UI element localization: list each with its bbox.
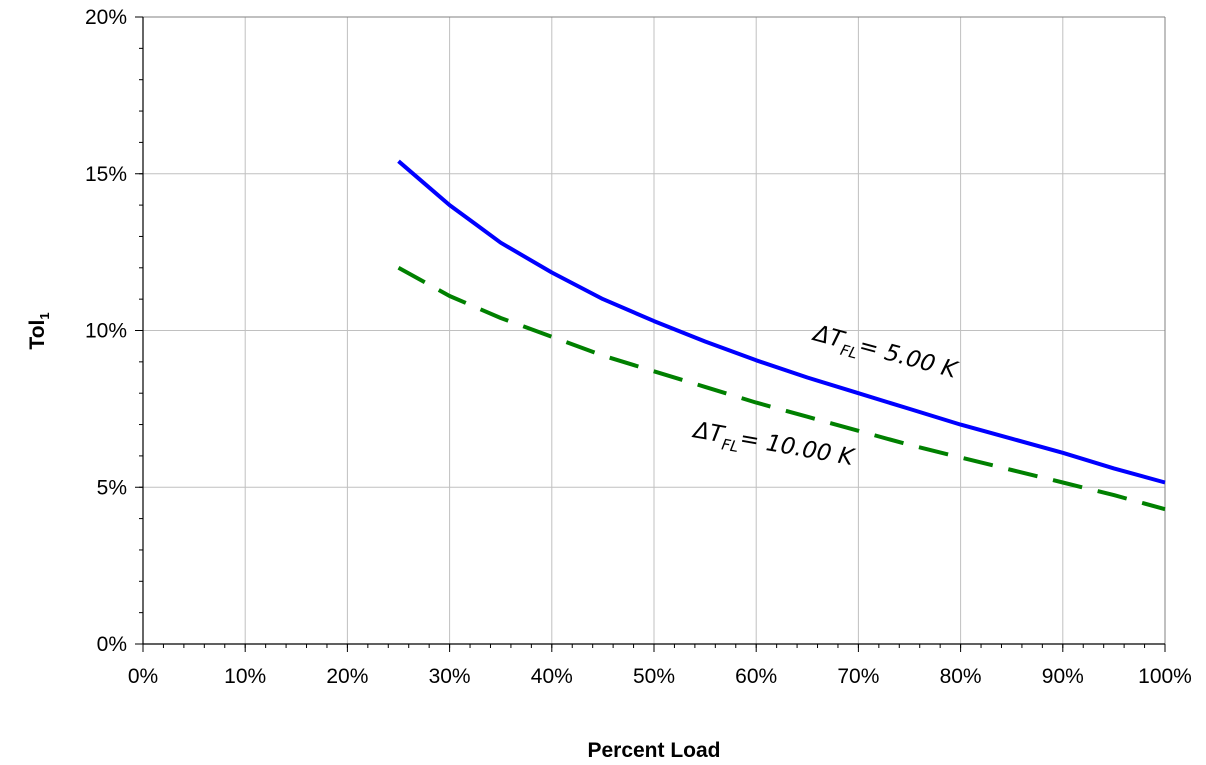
series-line-2 xyxy=(397,266,1166,512)
x-tick-label: 70% xyxy=(837,665,879,688)
x-tick-label: 0% xyxy=(128,665,158,688)
x-tick-label: 90% xyxy=(1042,665,1084,688)
x-tick-label: 80% xyxy=(940,665,982,688)
y-tick-label: 0% xyxy=(97,633,127,656)
y-axis-title-main: Tol xyxy=(26,320,49,350)
x-axis-title: Percent Load xyxy=(587,739,720,762)
y-tick-labels: 0% 5% 10% 15% 20% xyxy=(85,6,127,656)
x-tick-label: 40% xyxy=(531,665,573,688)
x-tick-labels: 0% 10% 20% 30% 40% 50% 60% 70% 80% 90% 100% xyxy=(128,665,1192,688)
y-axis-title-sub: 1 xyxy=(37,312,52,319)
x-tick-label: 10% xyxy=(224,665,266,688)
series-line-1 xyxy=(397,159,1166,485)
annotation-subscript: FL xyxy=(720,435,740,456)
series-lines xyxy=(397,159,1166,512)
x-tick-label: 30% xyxy=(429,665,471,688)
y-tick-label: 15% xyxy=(85,163,127,186)
y-tick-label: 5% xyxy=(97,476,127,499)
x-tick-label: 100% xyxy=(1138,665,1192,688)
x-tick-label: 20% xyxy=(326,665,368,688)
x-tick-label: 60% xyxy=(735,665,777,688)
x-tick-label: 50% xyxy=(633,665,675,688)
y-axis-title: Tol1 xyxy=(26,312,52,349)
tick-marks xyxy=(135,16,1166,652)
annotation-subscript: FL xyxy=(838,341,859,363)
y-tick-label: 20% xyxy=(85,6,127,29)
y-tick-label: 10% xyxy=(85,320,127,343)
annotation-prefix: ΔT xyxy=(690,417,728,448)
